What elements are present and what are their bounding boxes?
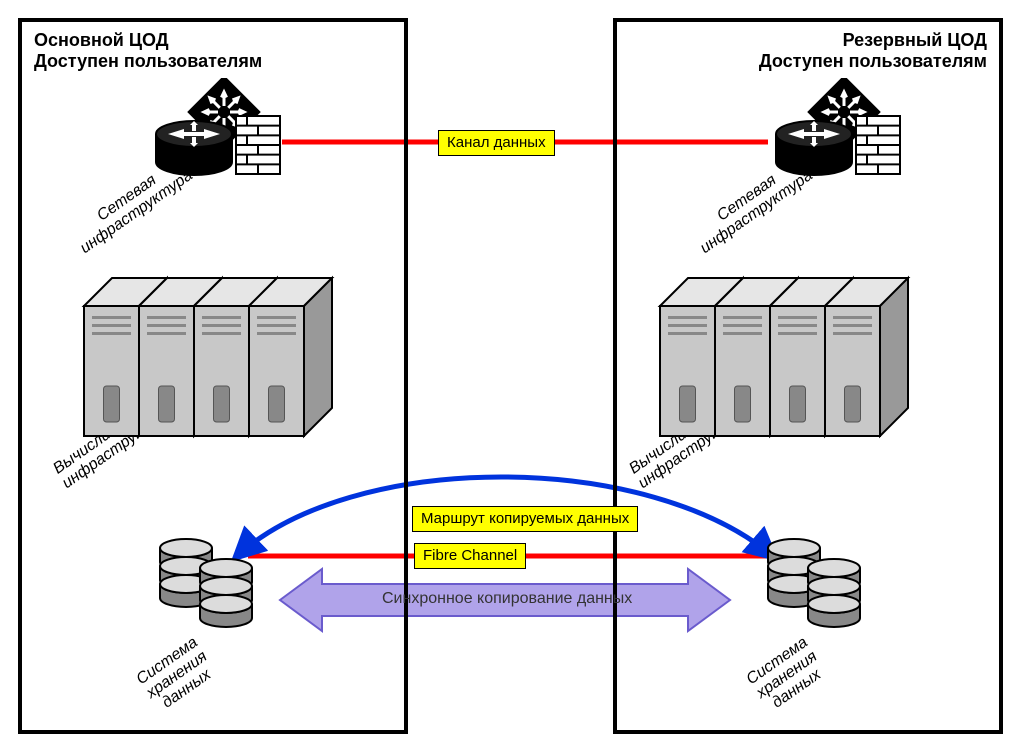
network-icon — [770, 78, 910, 188]
primary-dc-title-2: Доступен пользователям — [34, 51, 392, 72]
diagram-canvas: Основной ЦОД Доступен пользователям Резе… — [0, 0, 1023, 748]
primary-dc-title-1: Основной ЦОД — [34, 30, 392, 51]
server-rack-icon — [650, 266, 950, 446]
data-channel-label: Канал данных — [438, 130, 555, 156]
copy-route-label: Маршрут копируемых данных — [412, 506, 638, 532]
network-icon — [150, 78, 290, 188]
backup-dc-title-2: Доступен пользователям — [629, 51, 987, 72]
fibre-channel-label: Fibre Channel — [414, 543, 526, 569]
storage-icon — [760, 532, 880, 642]
storage-icon — [152, 532, 272, 642]
sync-copy-label: Синхронное копирование данных — [382, 590, 632, 608]
backup-dc-title-1: Резервный ЦОД — [629, 30, 987, 51]
server-rack-icon — [74, 266, 374, 446]
